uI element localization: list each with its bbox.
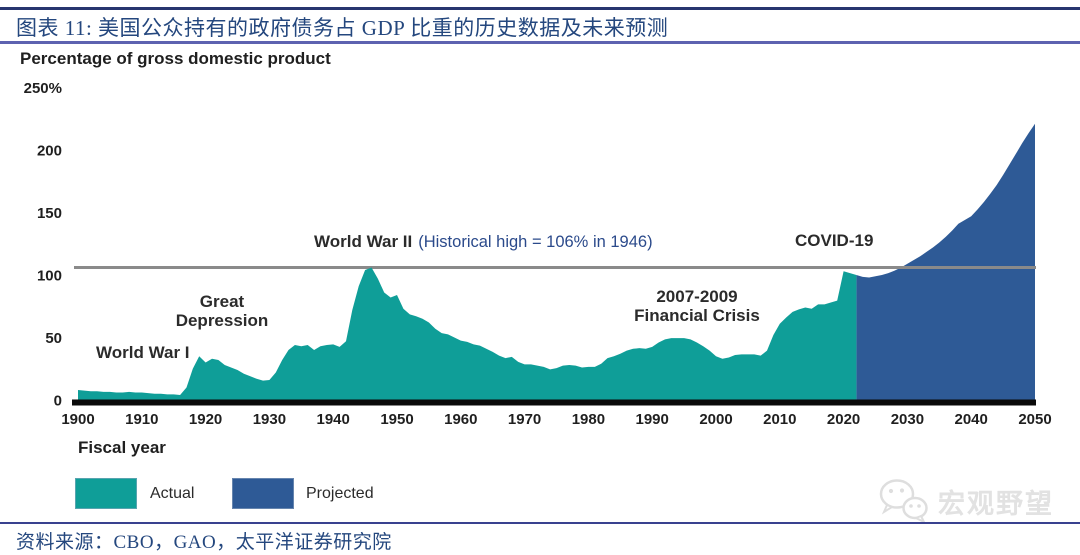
annotation-financial-crisis: 2007-2009 Financial Crisis xyxy=(627,287,767,325)
annotation-financial-crisis-line1: 2007-2009 xyxy=(656,287,738,306)
x-tick-1990: 1990 xyxy=(636,411,669,428)
y-tick-200: 200 xyxy=(37,143,62,160)
x-axis-bar xyxy=(72,399,1036,406)
x-tick-1910: 1910 xyxy=(125,411,158,428)
x-tick-2030: 2030 xyxy=(891,411,924,428)
y-tick-150: 150 xyxy=(37,205,62,222)
annotation-covid-19: COVID-19 xyxy=(795,231,874,250)
y-tick-250: 250% xyxy=(24,80,62,97)
x-axis-title: Fiscal year xyxy=(78,438,166,457)
y-tick-100: 100 xyxy=(37,268,62,285)
annotation-world-war-2: World War II (Historical high = 106% in 1… xyxy=(314,232,653,252)
x-tick-2010: 2010 xyxy=(763,411,796,428)
chart-heading: Percentage of gross domestic product xyxy=(20,49,331,68)
x-tick-2020: 2020 xyxy=(827,411,860,428)
legend-swatch-actual xyxy=(75,478,137,509)
top-rule xyxy=(0,7,1080,10)
x-tick-1920: 1920 xyxy=(189,411,222,428)
x-tick-1960: 1960 xyxy=(444,411,477,428)
debt-gdp-area-chart: 1900 1910 1920 1930 1940 1950 1960 1970 1980 1990… xyxy=(24,80,1052,428)
legend-label-projected: Projected xyxy=(306,485,374,502)
x-tick-1970: 1970 xyxy=(508,411,541,428)
annotation-great-depression-line1: Great xyxy=(199,292,245,311)
y-tick-50: 50 xyxy=(45,330,62,347)
x-tick-1980: 1980 xyxy=(572,411,605,428)
x-tick-1900: 1900 xyxy=(61,411,94,428)
x-tick-1940: 1940 xyxy=(317,411,350,428)
x-tick-1930: 1930 xyxy=(253,411,286,428)
watermark-text: 宏观野望 xyxy=(938,488,1054,519)
x-tick-2040: 2040 xyxy=(955,411,988,428)
projected-area xyxy=(856,123,1035,401)
watermark: 宏观野望 xyxy=(877,478,1054,524)
legend-swatch-projected xyxy=(232,478,294,509)
source-line: 资料来源：CBO，GAO，太平洋证券研究院 xyxy=(16,532,392,553)
annotation-world-war-2-title: World War II xyxy=(314,232,413,251)
x-tick-2050: 2050 xyxy=(1018,411,1051,428)
annotation-historical-high-note: (Historical high = 106% in 1946) xyxy=(418,233,653,251)
annotation-great-depression-line2: Depression xyxy=(175,311,269,330)
x-tick-1950: 1950 xyxy=(380,411,413,428)
annotation-great-depression: Great Depression xyxy=(157,292,287,330)
actual-area xyxy=(78,267,857,400)
legend-label-actual: Actual xyxy=(150,485,195,502)
x-tick-2000: 2000 xyxy=(699,411,732,428)
figure-title: 图表 11: 美国公众持有的政府债务占 GDP 比重的历史数据及未来预测 xyxy=(16,16,669,40)
y-tick-0: 0 xyxy=(54,393,62,410)
title-rule xyxy=(0,41,1080,44)
bottom-rule xyxy=(0,522,1080,524)
annotation-world-war-1: World War I xyxy=(96,343,190,362)
wechat-icon xyxy=(879,479,928,524)
annotation-financial-crisis-line2: Financial Crisis xyxy=(634,306,760,325)
